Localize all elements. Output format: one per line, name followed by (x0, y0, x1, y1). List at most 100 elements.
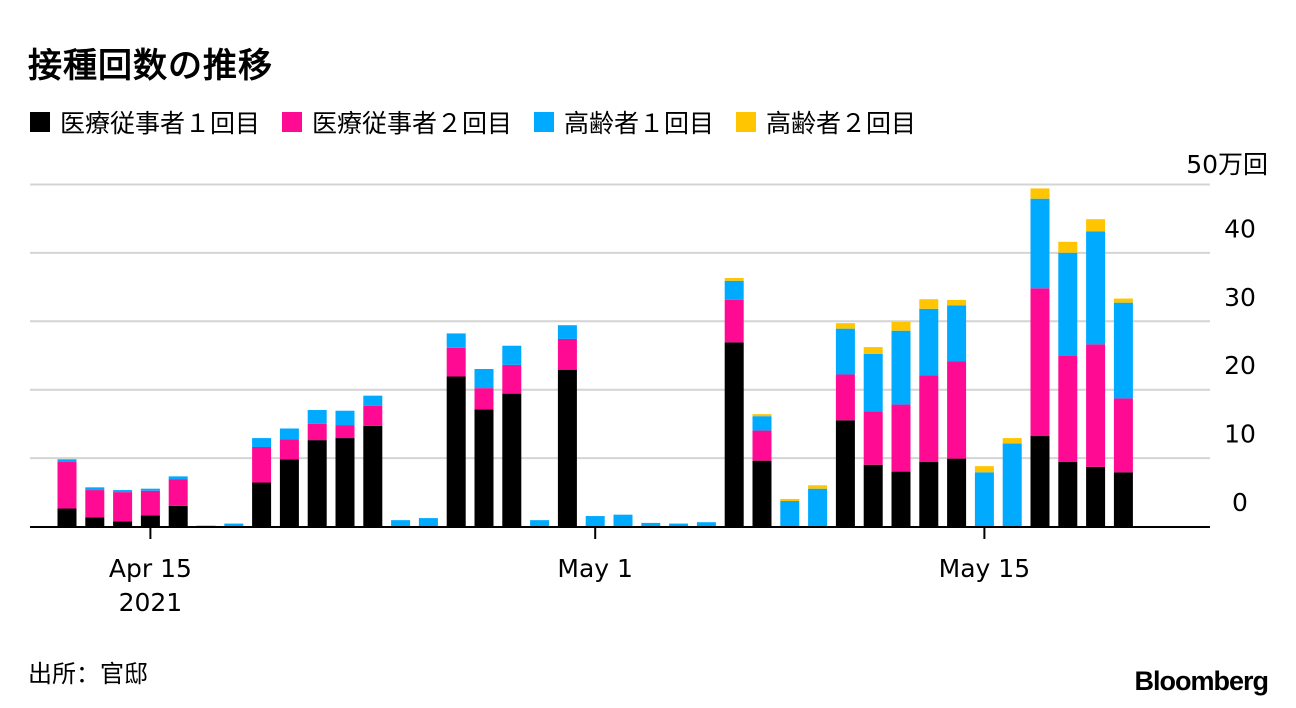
bar-segment (752, 460, 772, 527)
y-tick-label: 10 (1224, 420, 1256, 449)
bar-segment (140, 488, 160, 491)
bar-segment (252, 438, 272, 447)
legend-label-hcw-second: 医療従事者２回目 (312, 109, 513, 138)
bar-segment (446, 347, 466, 377)
bar-segment (724, 278, 744, 281)
bar-segment (808, 488, 828, 527)
bar-segment (57, 459, 77, 463)
y-tick-label: 20 (1224, 351, 1256, 380)
bar-segment (85, 517, 105, 527)
bar-segment (557, 369, 577, 527)
bar-segment (780, 498, 800, 502)
bar-segment (835, 420, 855, 527)
bar-segment (947, 458, 967, 527)
source-note: 出所：官邸 (28, 660, 148, 688)
bar-segment (585, 516, 605, 527)
bar-segment (224, 523, 244, 527)
bar-segment (1030, 436, 1050, 527)
legend-item-hcw-first: 医療従事者１回目 (30, 104, 260, 140)
bar-segment (974, 472, 994, 527)
bar-segment (391, 520, 411, 527)
bar-segment (835, 328, 855, 375)
bar-segment (418, 518, 438, 527)
legend-label-elderly-second: 高齢者２回目 (766, 109, 917, 138)
bar-segment (474, 409, 494, 527)
bar-segment (891, 404, 911, 472)
bar-segment (307, 410, 327, 424)
bar-segment (1030, 198, 1050, 289)
bar-segment (863, 353, 883, 412)
bar-segment (696, 522, 716, 527)
bar-segment (919, 462, 939, 527)
bar-segment (85, 490, 105, 518)
bar-segment (1002, 443, 1022, 527)
legend-swatch-elderly-first (534, 112, 555, 132)
bar-segment (752, 416, 772, 431)
bar-segment (279, 428, 299, 440)
bar-segment (252, 482, 272, 527)
bar-segment (752, 414, 772, 417)
bar-segment (113, 521, 133, 527)
bar-segment (502, 393, 522, 527)
bar-segment (974, 466, 994, 473)
bar-segment (335, 410, 355, 426)
bar-segment (1086, 344, 1106, 467)
bar-segment (1058, 356, 1078, 463)
chart-title: 接種回数の推移 (28, 46, 273, 86)
bar-segment (363, 405, 383, 426)
bar-segment (947, 299, 967, 306)
legend-item-hcw-second: 医療従事者２回目 (282, 104, 512, 140)
bar-segment (919, 375, 939, 463)
legend-item-elderly-second: 高齢者２回目 (736, 104, 916, 140)
bar-segment (557, 325, 577, 339)
legend-label-hcw-first: 医療従事者１回目 (60, 109, 261, 138)
bar-segment (780, 501, 800, 527)
bar-segment (1058, 241, 1078, 253)
bar-segment (669, 523, 689, 527)
legend-swatch-hcw-first (30, 112, 50, 132)
bar-segment (363, 395, 383, 406)
bar-segment (168, 505, 188, 527)
bar-segment (279, 459, 299, 527)
bloomberg-logo: Bloomberg (1134, 666, 1269, 696)
bar-segment (502, 345, 522, 365)
bar-segment (1058, 252, 1078, 356)
bar-segment (891, 330, 911, 405)
bar-segment (863, 411, 883, 465)
legend-item-elderly-first: 高齢者１回目 (534, 104, 714, 140)
bar-segment (307, 440, 327, 527)
bar-segment (252, 446, 272, 483)
bar-segment (891, 471, 911, 527)
y-tick-label: 30 (1224, 283, 1256, 312)
bar-segment (1086, 219, 1106, 232)
bar-segment (57, 508, 77, 527)
bar-segment (724, 342, 744, 527)
bar-segment (168, 479, 188, 506)
bar-segment (474, 388, 494, 410)
bar-segment (279, 439, 299, 460)
bar-segment (446, 333, 466, 348)
bar-segment (502, 364, 522, 394)
y-tick-label: 0 (1232, 488, 1248, 517)
bar-segment (1086, 231, 1106, 345)
bar-segment (863, 464, 883, 527)
bar-segment (474, 368, 494, 389)
bar-segment (140, 490, 160, 516)
bar-segment (363, 425, 383, 527)
bar-segment (307, 423, 327, 441)
bar-segment (835, 323, 855, 329)
bar-segment (113, 492, 133, 522)
bar-segment (752, 430, 772, 461)
bar-segment (1113, 472, 1133, 527)
bar-segment (891, 321, 911, 331)
bar-segment (335, 425, 355, 439)
legend-swatch-elderly-second (736, 112, 757, 132)
legend: 医療従事者１回目 医療従事者２回目 高齢者１回目 高齢者２回目 (30, 104, 938, 140)
bar-segment (140, 515, 160, 527)
legend-swatch-hcw-second (282, 112, 303, 132)
bar-segment (724, 299, 744, 343)
bar-segment (1030, 288, 1050, 437)
bar-segment (919, 299, 939, 309)
bar-segment (57, 462, 77, 509)
bar-segment (1058, 462, 1078, 527)
